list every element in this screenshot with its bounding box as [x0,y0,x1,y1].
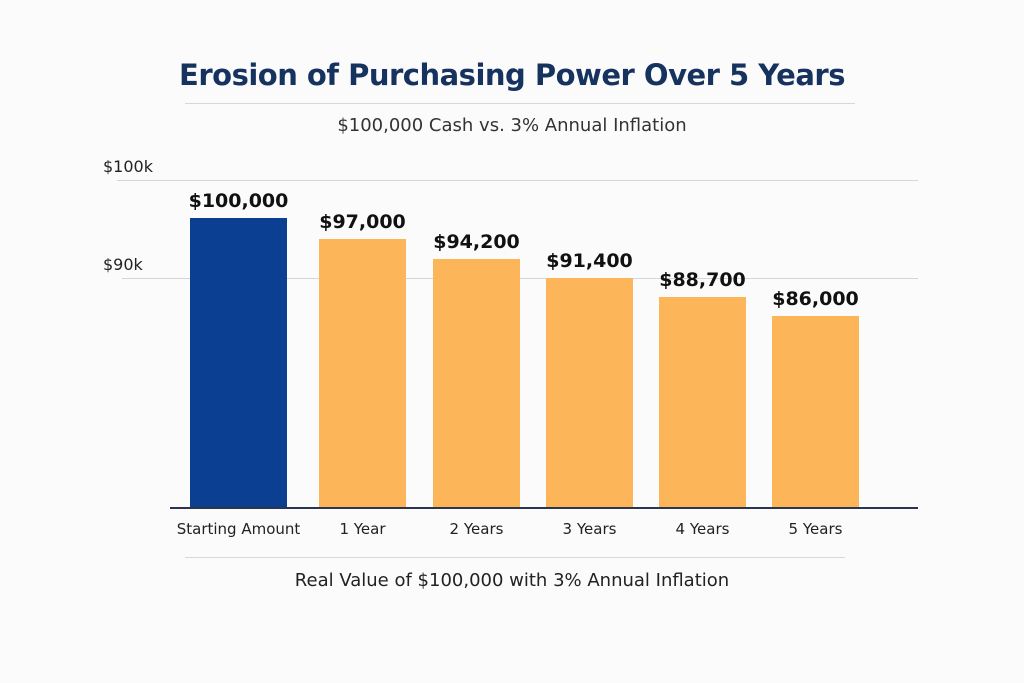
bar [772,316,859,508]
x-tick-label: Starting Amount [176,520,301,538]
x-axis-label: Real Value of $100,000 with 3% Annual In… [294,570,730,591]
bar [433,258,520,508]
caption-divider [185,557,845,558]
x-tick-label: 2 Years [449,520,504,538]
data-label: $88,700 [659,269,746,292]
y-tick-label: $100k [103,157,153,176]
bar [659,297,746,508]
bar [319,239,406,508]
gridline [122,278,918,279]
x-tick-label: 1 Year [339,520,386,538]
title-divider [185,103,855,104]
chart-title: Erosion of Purchasing Power Over 5 Years [179,58,845,92]
x-axis-line [170,507,918,509]
data-label: $97,000 [319,211,406,233]
x-tick-label: 3 Years [562,520,617,538]
data-label: $86,000 [772,288,859,310]
gridline [117,180,918,181]
data-label: $94,200 [433,230,520,253]
x-tick-label: 5 Years [788,520,843,538]
data-label: $91,400 [546,250,633,273]
bar [546,278,633,508]
bar [190,218,287,508]
chart-subtitle: $100,000 Cash vs. 3% Annual Inflation [337,115,687,136]
y-tick-label: $90k [103,255,143,274]
x-tick-label: 4 Years [675,520,730,538]
data-label: $100,000 [188,190,289,212]
